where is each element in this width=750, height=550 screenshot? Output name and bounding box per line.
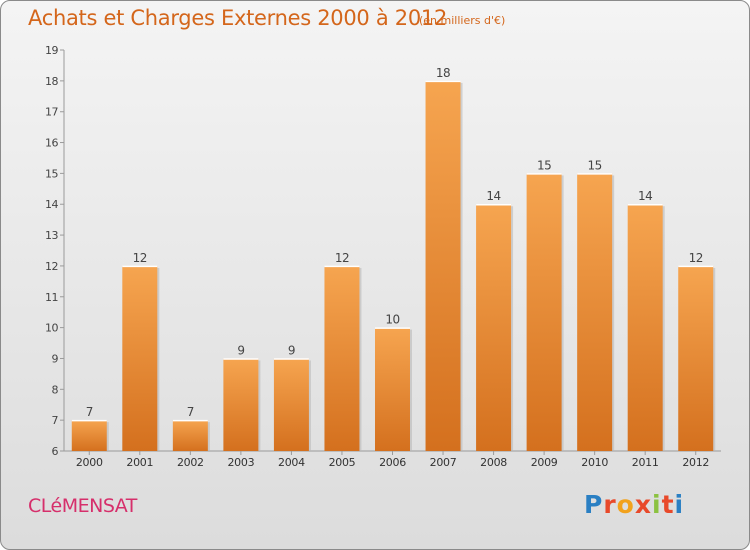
data-label: 14 <box>486 189 500 203</box>
data-label: 7 <box>187 405 194 419</box>
x-tick-label: 2004 <box>278 456 305 469</box>
x-tick-label: 2001 <box>126 456 153 469</box>
bar <box>273 358 309 451</box>
y-tick-label: 6 <box>52 445 59 458</box>
y-tick-label: 11 <box>45 291 58 304</box>
bar <box>577 173 613 451</box>
data-label: 15 <box>537 158 551 172</box>
chart-unit: (en milliers d'€) <box>419 14 506 27</box>
y-tick-label: 10 <box>45 322 58 335</box>
data-label: 14 <box>638 189 652 203</box>
chart-title: Achats et Charges Externes 2000 à 2012 <box>28 6 448 30</box>
y-tick-label: 18 <box>45 75 58 88</box>
x-tick-label: 2010 <box>581 456 608 469</box>
y-tick-label: 12 <box>45 260 58 273</box>
x-tick-label: 2011 <box>632 456 659 469</box>
bar <box>425 80 461 451</box>
data-label: 9 <box>288 343 295 357</box>
data-label: 9 <box>237 343 244 357</box>
y-tick-label: 8 <box>52 383 59 396</box>
y-tick-label: 16 <box>45 137 58 150</box>
bar <box>71 420 107 451</box>
data-label: 10 <box>385 313 399 327</box>
y-tick-label: 19 <box>45 44 58 57</box>
data-label: 7 <box>86 405 93 419</box>
data-label: 15 <box>588 158 602 172</box>
x-tick-label: 2007 <box>430 456 457 469</box>
x-tick-label: 2006 <box>379 456 406 469</box>
x-tick-label: 2003 <box>227 456 254 469</box>
bar <box>627 204 663 451</box>
y-tick-label: 14 <box>45 198 58 211</box>
y-tick-label: 7 <box>52 414 59 427</box>
bar <box>122 265 158 451</box>
x-tick-label: 2008 <box>480 456 507 469</box>
data-label: 12 <box>335 251 349 265</box>
bar <box>223 358 259 451</box>
bar <box>526 173 562 451</box>
data-label: 18 <box>436 66 450 80</box>
y-tick-label: 15 <box>45 167 58 180</box>
data-label: 12 <box>133 251 147 265</box>
plot-area: 6 7 8 9 10 11 12 13 14 15 16 17 18 19 7 2000 12 2001 7 2002… <box>45 44 721 469</box>
x-tick-label: 2012 <box>682 456 709 469</box>
x-tick-label: 2000 <box>76 456 103 469</box>
commune-name: CLéMENSAT <box>28 495 137 517</box>
x-tick-label: 2005 <box>329 456 356 469</box>
bar <box>476 204 512 451</box>
y-tick-label: 13 <box>45 229 58 242</box>
y-tick-label: 9 <box>52 352 59 365</box>
bar <box>678 265 714 451</box>
y-tick-label: 17 <box>45 106 58 119</box>
bar <box>324 265 360 451</box>
bar <box>172 420 208 451</box>
x-tick-label: 2009 <box>531 456 558 469</box>
x-tick-label: 2002 <box>177 456 204 469</box>
data-label: 12 <box>689 251 703 265</box>
bar <box>375 327 410 451</box>
proxiti-logo[interactable]: Proxiti <box>584 490 685 519</box>
